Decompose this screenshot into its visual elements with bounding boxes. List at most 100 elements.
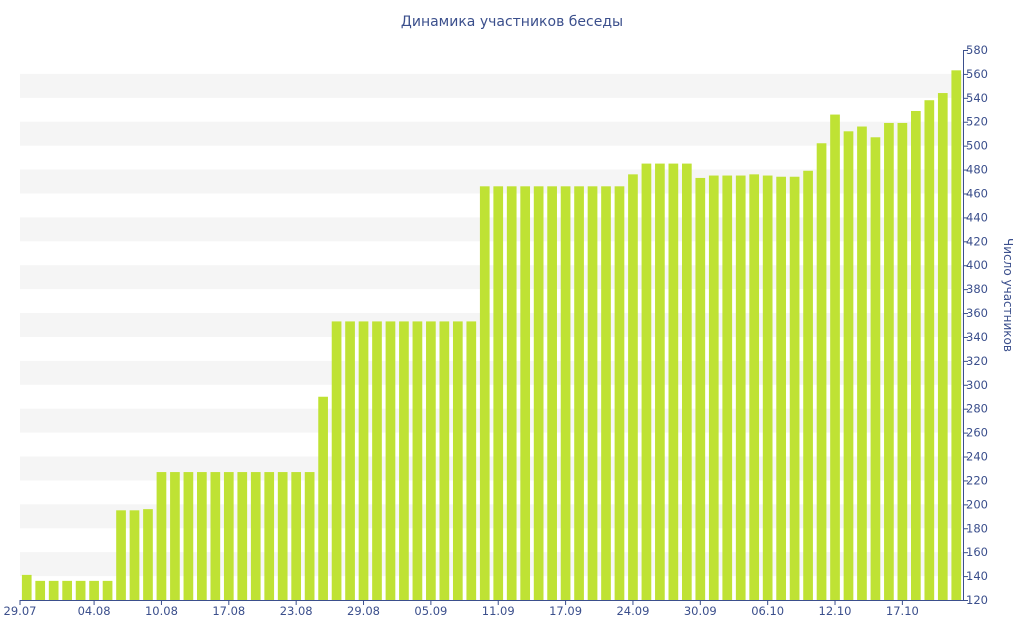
x-tick-label: 30.09 xyxy=(684,604,717,618)
bar xyxy=(237,472,248,600)
bar xyxy=(789,176,800,600)
y-tick-label: 400 xyxy=(966,258,988,272)
grid-band xyxy=(20,73,963,98)
y-tick-label: 220 xyxy=(966,473,988,487)
bar xyxy=(21,574,32,600)
bar xyxy=(223,472,234,600)
bar xyxy=(129,510,140,600)
y-tick-label: 240 xyxy=(966,450,988,464)
y-axis-title: Число участников xyxy=(1001,238,1015,352)
y-tick-label: 420 xyxy=(966,234,988,248)
y-tick-label: 340 xyxy=(966,330,988,344)
bar xyxy=(776,176,786,600)
bar xyxy=(479,186,490,600)
bar xyxy=(426,321,436,600)
bar xyxy=(277,472,288,600)
bar xyxy=(668,163,679,600)
bar xyxy=(911,110,921,600)
x-tick-label: 17.09 xyxy=(549,604,582,618)
bar xyxy=(412,321,423,600)
bar xyxy=(884,122,894,600)
bar xyxy=(722,175,733,601)
bar xyxy=(210,472,221,600)
bar xyxy=(264,472,275,600)
bar xyxy=(924,100,935,600)
bar xyxy=(170,472,180,600)
y-tick-label: 480 xyxy=(966,163,988,177)
x-tick-label: 17.08 xyxy=(212,604,245,618)
bar xyxy=(197,472,207,600)
x-tick-label: 29.07 xyxy=(4,604,37,618)
bar xyxy=(843,131,854,600)
bar xyxy=(143,509,153,600)
x-tick-label: 12.10 xyxy=(819,604,852,618)
bar xyxy=(547,186,557,600)
bar xyxy=(614,186,625,600)
y-tick-label: 280 xyxy=(966,402,988,416)
bar xyxy=(897,122,908,600)
y-tick-label: 380 xyxy=(966,282,988,296)
bar xyxy=(857,126,867,601)
y-tick-label: 300 xyxy=(966,378,988,392)
y-tick-label: 160 xyxy=(966,545,988,559)
y-tick-label: 120 xyxy=(966,593,988,607)
y-tick-label: 520 xyxy=(966,115,988,129)
bar xyxy=(399,321,409,600)
bar xyxy=(183,472,194,600)
bar xyxy=(331,321,342,600)
bar xyxy=(116,510,126,600)
y-tick-label: 360 xyxy=(966,306,988,320)
y-tick-label: 560 xyxy=(966,67,988,81)
bar xyxy=(520,186,531,600)
bar xyxy=(48,580,59,600)
y-tick-label: 260 xyxy=(966,426,988,440)
bar xyxy=(304,472,315,600)
x-tick-label: 10.08 xyxy=(145,604,178,618)
bar xyxy=(102,580,113,600)
y-tick-label: 320 xyxy=(966,354,988,368)
y-tick-label: 180 xyxy=(966,521,988,535)
bar xyxy=(493,186,504,600)
bar xyxy=(385,321,396,600)
x-tick-label: 11.09 xyxy=(482,604,515,618)
bar xyxy=(345,321,355,600)
bar xyxy=(695,177,706,600)
x-tick-label: 17.10 xyxy=(886,604,919,618)
y-tick-label: 200 xyxy=(966,497,988,511)
y-tick-label: 500 xyxy=(966,139,988,153)
bar xyxy=(75,580,86,600)
x-tick-label: 06.10 xyxy=(751,604,784,618)
y-tick-label: 460 xyxy=(966,186,988,200)
bar xyxy=(641,163,652,600)
bar xyxy=(62,580,72,600)
y-tick-label: 540 xyxy=(966,91,988,105)
y-tick-label: 580 xyxy=(966,43,988,57)
bar xyxy=(439,321,450,600)
bar xyxy=(291,472,302,600)
bar xyxy=(937,93,948,600)
bar xyxy=(560,186,571,600)
x-tick-label: 05.09 xyxy=(414,604,447,618)
bar xyxy=(250,472,261,600)
bar xyxy=(89,580,99,600)
bar xyxy=(533,186,544,600)
bar xyxy=(749,174,760,600)
bar xyxy=(587,186,598,600)
bar xyxy=(762,175,773,601)
chart-title: Динамика участников беседы xyxy=(400,14,624,30)
bar xyxy=(156,472,167,600)
bar xyxy=(506,186,517,600)
bar xyxy=(574,186,584,600)
y-tick-label: 440 xyxy=(966,210,988,224)
bar xyxy=(466,321,477,600)
x-tick-label: 24.09 xyxy=(616,604,649,618)
bar xyxy=(358,321,369,600)
y-tick-label: 140 xyxy=(966,569,988,583)
bar xyxy=(830,114,840,600)
grid-band xyxy=(20,121,963,146)
bar xyxy=(681,163,692,600)
bar xyxy=(372,321,382,600)
bar xyxy=(601,186,611,600)
bar xyxy=(452,321,463,600)
